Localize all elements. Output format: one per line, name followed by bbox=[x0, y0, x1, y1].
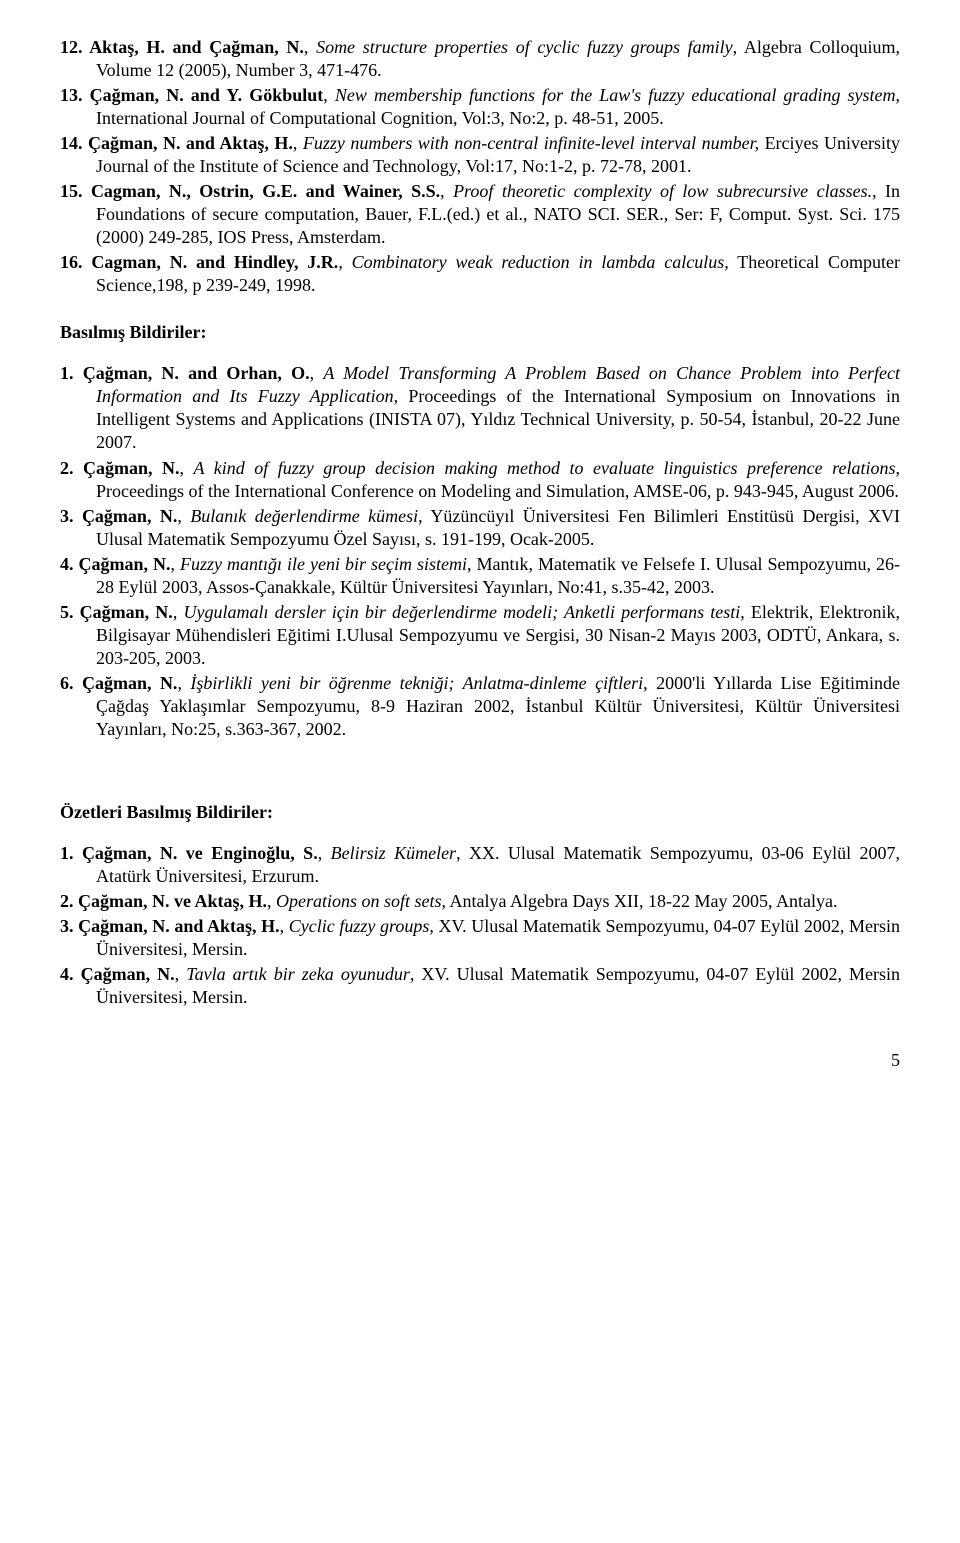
ref-title: Fuzzy mantığı ile yeni bir seçim sistemi bbox=[180, 554, 467, 574]
ref-rest: , Antalya Algebra Days XII, 18-22 May 20… bbox=[442, 891, 838, 911]
ref-number: 1. bbox=[60, 363, 83, 383]
reference-item: 3. Çağman, N. and Aktaş, H., Cyclic fuzz… bbox=[60, 915, 900, 961]
ref-authors: Çağman, N. bbox=[83, 458, 180, 478]
reference-item: 16. Cagman, N. and Hindley, J.R., Combin… bbox=[60, 251, 900, 297]
reference-item: 1. Çağman, N. and Orhan, O., A Model Tra… bbox=[60, 362, 900, 454]
ref-authors: Çağman, N. bbox=[79, 554, 171, 574]
ref-number: 12. bbox=[60, 37, 89, 57]
ref-authors: Çağman, N. bbox=[82, 506, 177, 526]
ref-number: 16. bbox=[60, 252, 91, 272]
ref-authors: Çağman, N. and Orhan, O. bbox=[83, 363, 310, 383]
ref-number: 2. bbox=[60, 891, 78, 911]
ref-title: İşbirlikli yeni bir öğrenme tekniği; Anl… bbox=[190, 673, 643, 693]
ref-title: Fuzzy numbers with non-central infinite-… bbox=[303, 133, 759, 153]
ref-number: 4. bbox=[60, 964, 81, 984]
ref-title: Operations on soft sets bbox=[276, 891, 442, 911]
ref-authors: Aktaş, H. and Çağman, N. bbox=[89, 37, 304, 57]
ref-title: Combinatory weak reduction in lambda cal… bbox=[352, 252, 729, 272]
ref-number: 2. bbox=[60, 458, 83, 478]
reference-item: 15. Cagman, N., Ostrin, G.E. and Wainer,… bbox=[60, 180, 900, 249]
ref-separator: , bbox=[173, 602, 184, 622]
ref-authors: Çağman, N. ve Aktaş, H. bbox=[78, 891, 267, 911]
reference-item: 4. Çağman, N., Fuzzy mantığı ile yeni bi… bbox=[60, 553, 900, 599]
ref-authors: Çağman, N. bbox=[80, 602, 173, 622]
reference-item: 1. Çağman, N. ve Enginoğlu, S., Belirsiz… bbox=[60, 842, 900, 888]
ref-number: 5. bbox=[60, 602, 80, 622]
reference-list-1: 12. Aktaş, H. and Çağman, N., Some struc… bbox=[60, 36, 900, 297]
reference-list-2: 1. Çağman, N. and Orhan, O., A Model Tra… bbox=[60, 362, 900, 741]
ref-number: 15. bbox=[60, 181, 91, 201]
ref-number: 6. bbox=[60, 673, 82, 693]
ref-separator: , bbox=[180, 458, 194, 478]
ref-number: 14. bbox=[60, 133, 88, 153]
ref-number: 4. bbox=[60, 554, 79, 574]
reference-item: 5. Çağman, N., Uygulamalı dersler için b… bbox=[60, 601, 900, 670]
heading-ozetleri: Özetleri Basılmış Bildiriler: bbox=[60, 801, 900, 824]
reference-item: 2. Çağman, N. ve Aktaş, H., Operations o… bbox=[60, 890, 900, 913]
reference-item: 4. Çağman, N., Tavla artık bir zeka oyun… bbox=[60, 963, 900, 1009]
ref-separator: , bbox=[280, 916, 289, 936]
ref-authors: Çağman, N. and Aktaş, H. bbox=[88, 133, 293, 153]
ref-separator: , bbox=[440, 181, 453, 201]
reference-item: 13. Çağman, N. and Y. Gökbulut, New memb… bbox=[60, 84, 900, 130]
ref-number: 13. bbox=[60, 85, 90, 105]
ref-separator: , bbox=[177, 673, 190, 693]
ref-authors: Cagman, N., Ostrin, G.E. and Wainer, S.S… bbox=[91, 181, 440, 201]
ref-title: Tavla artık bir zeka oyunudur bbox=[186, 964, 410, 984]
ref-title: Belirsiz Kümeler bbox=[331, 843, 456, 863]
ref-authors: Çağman, N. and Aktaş, H. bbox=[78, 916, 280, 936]
ref-separator: , bbox=[323, 85, 335, 105]
reference-item: 3. Çağman, N., Bulanık değerlendirme küm… bbox=[60, 505, 900, 551]
heading-basilmis: Basılmış Bildiriler: bbox=[60, 321, 900, 344]
ref-title: Bulanık değerlendirme kümesi bbox=[190, 506, 418, 526]
ref-separator: , bbox=[171, 554, 181, 574]
ref-separator: , bbox=[177, 506, 190, 526]
ref-authors: Çağman, N. bbox=[81, 964, 175, 984]
reference-list-3: 1. Çağman, N. ve Enginoğlu, S., Belirsiz… bbox=[60, 842, 900, 1009]
ref-authors: Çağman, N. ve Enginoğlu, S. bbox=[82, 843, 318, 863]
reference-item: 6. Çağman, N., İşbirlikli yeni bir öğren… bbox=[60, 672, 900, 741]
ref-authors: Cagman, N. and Hindley, J.R. bbox=[91, 252, 338, 272]
ref-title: A kind of fuzzy group decision making me… bbox=[194, 458, 896, 478]
reference-item: 2. Çağman, N., A kind of fuzzy group dec… bbox=[60, 457, 900, 503]
ref-authors: Çağman, N. bbox=[82, 673, 177, 693]
ref-separator: , bbox=[267, 891, 276, 911]
ref-separator: , bbox=[318, 843, 331, 863]
ref-number: 3. bbox=[60, 506, 82, 526]
ref-separator: , bbox=[304, 37, 316, 57]
ref-title: Cyclic fuzzy groups bbox=[289, 916, 430, 936]
ref-title: Some structure properties of cyclic fuzz… bbox=[316, 37, 733, 57]
ref-separator: , bbox=[293, 133, 303, 153]
ref-number: 3. bbox=[60, 916, 78, 936]
ref-title: Proof theoretic complexity of low subrec… bbox=[453, 181, 872, 201]
reference-item: 12. Aktaş, H. and Çağman, N., Some struc… bbox=[60, 36, 900, 82]
ref-separator: , bbox=[310, 363, 324, 383]
page-number: 5 bbox=[60, 1049, 900, 1072]
reference-item: 14. Çağman, N. and Aktaş, H., Fuzzy numb… bbox=[60, 132, 900, 178]
ref-title: Uygulamalı dersler için bir değerlendirm… bbox=[183, 602, 740, 622]
ref-number: 1. bbox=[60, 843, 82, 863]
ref-title: New membership functions for the Law's f… bbox=[335, 85, 896, 105]
ref-separator: , bbox=[338, 252, 351, 272]
ref-separator: , bbox=[175, 964, 187, 984]
ref-authors: Çağman, N. and Y. Gökbulut bbox=[90, 85, 324, 105]
